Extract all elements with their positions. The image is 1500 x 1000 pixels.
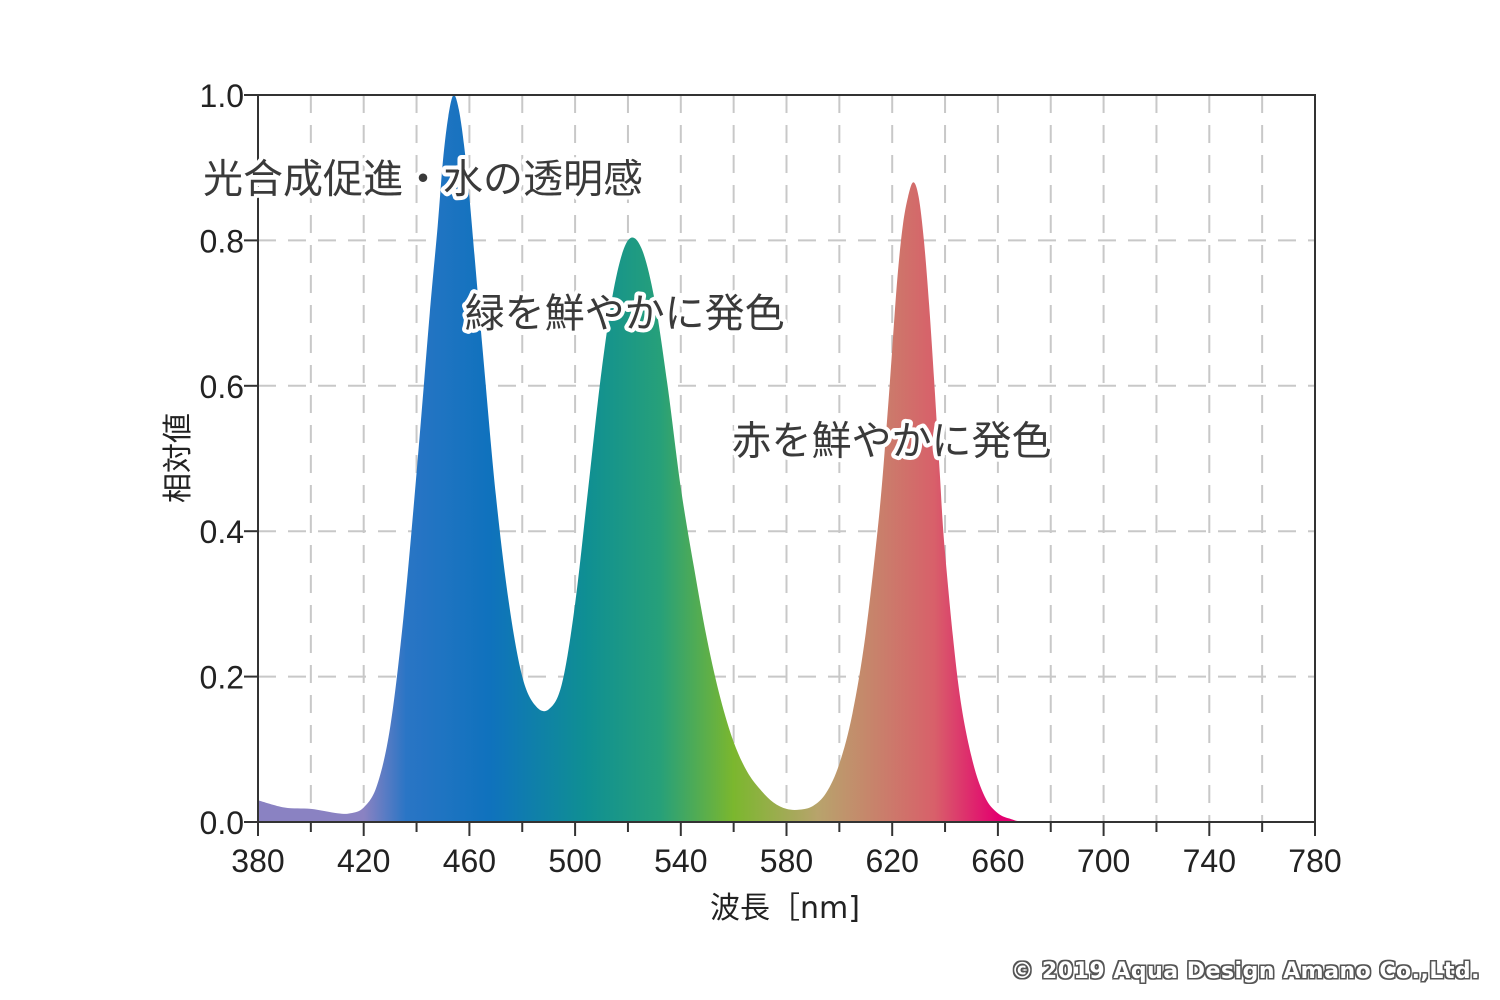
x-tick-label: 540 (654, 843, 707, 879)
x-tick-label: 700 (1077, 843, 1130, 879)
x-tick-label: 740 (1183, 843, 1236, 879)
y-tick-labels: 0.0 0.2 0.4 0.6 0.8 1.0 (200, 78, 244, 841)
annotation-label: 赤を鮮やかに発色 (732, 418, 1052, 464)
x-tick-label: 380 (231, 843, 284, 879)
axis-ticks (244, 94, 1316, 836)
y-tick-label: 0.8 (200, 223, 244, 259)
x-tick-labels: 380 420 460 500 540 580 620 660 700 740 780 (231, 843, 1341, 879)
x-tick-label: 460 (443, 843, 496, 879)
y-axis-title: 相対値 (161, 413, 196, 503)
x-tick-label: 620 (866, 843, 919, 879)
x-tick-label: 660 (971, 843, 1024, 879)
y-tick-label: 1.0 (200, 78, 244, 114)
x-tick-label: 580 (760, 843, 813, 879)
y-tick-label: 0.6 (200, 369, 244, 405)
x-tick-label: 420 (337, 843, 390, 879)
annotation-label: 緑を鮮やかに発色 (465, 291, 785, 337)
annotation-label: 光合成促進・水の透明感 (203, 157, 643, 203)
spectrum-area (258, 94, 1315, 823)
y-tick-label: 0.2 (200, 660, 244, 696)
x-tick-label: 780 (1288, 843, 1341, 879)
y-tick-label: 0.0 (200, 805, 244, 841)
y-tick-label: 0.4 (200, 514, 244, 550)
copyright-notice: © 2019 Aqua Design Amano Co.,Ltd. (1011, 959, 1480, 984)
x-tick-label: 500 (548, 843, 601, 879)
x-axis-title: 波長［nm] (710, 891, 860, 926)
